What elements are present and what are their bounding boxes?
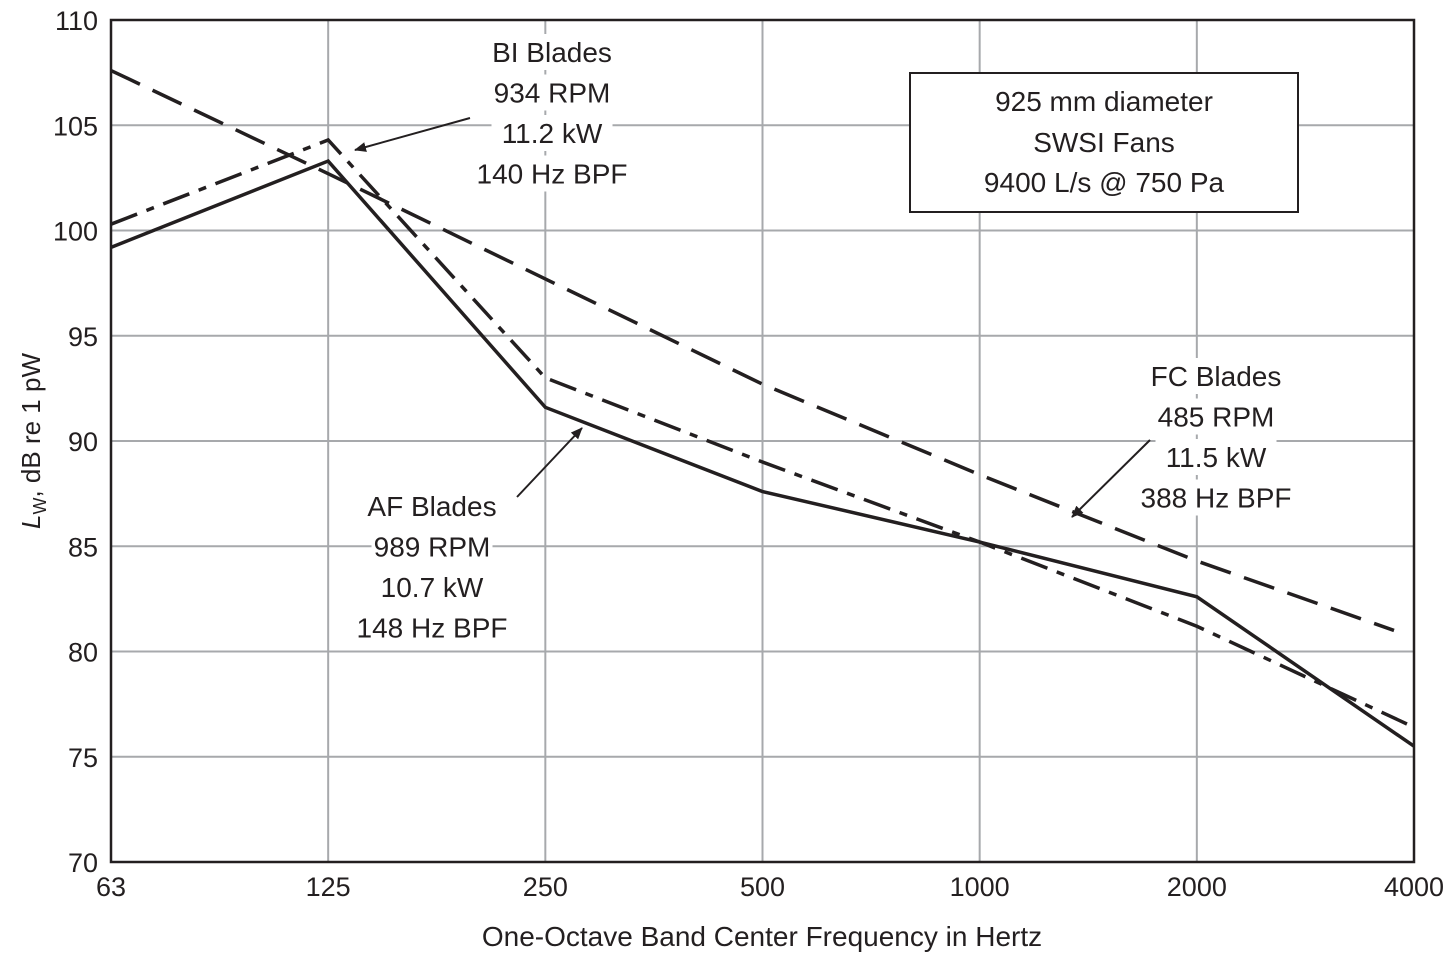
annotation-label-bg <box>349 609 515 646</box>
annotation-label: 11.5 kW <box>1166 442 1267 473</box>
y-tick-label: 85 <box>68 532 98 562</box>
annotation-arrow <box>516 427 583 498</box>
annotation-label: 148 Hz BPF <box>357 613 508 644</box>
annotation-label-bg <box>491 74 613 111</box>
y-axis-label: LW, dB re 1 pW <box>16 353 50 529</box>
info-box-line: 925 mm diameter <box>995 86 1213 117</box>
annotation-label-bg <box>469 155 635 192</box>
info-box: 925 mm diameter SWSI Fans 9400 L/s @ 750… <box>909 72 1299 213</box>
y-tick-label: 110 <box>55 6 98 36</box>
annotation-label: 10.7 kW <box>381 572 484 603</box>
y-tick-label: 105 <box>53 111 98 141</box>
x-tick-label: 2000 <box>1167 872 1227 902</box>
x-tick-label: 500 <box>740 872 785 902</box>
annotation-label: 989 RPM <box>374 532 491 563</box>
y-tick-label: 100 <box>53 217 98 247</box>
y-tick-label: 80 <box>68 638 98 668</box>
x-tick-label: 125 <box>306 872 351 902</box>
annotation-label-bg <box>491 115 613 151</box>
info-box-line: SWSI Fans <box>1033 127 1175 158</box>
annotation-label: 485 RPM <box>1158 402 1275 433</box>
annotation-label: 140 Hz BPF <box>477 159 628 190</box>
annotation-dashed: FC Blades 485 RPM 11.5 kW 388 Hz BPF <box>1071 358 1299 518</box>
y-tick-label: 75 <box>68 743 98 773</box>
x-tick-label: 63 <box>96 872 126 902</box>
annotation-arrow <box>354 117 471 152</box>
annotation-label-bg <box>371 528 493 565</box>
series-line-solid <box>110 158 1415 748</box>
y-tick-labels: 70 75 80 85 90 95 100 105 110 <box>53 6 98 878</box>
series-group <box>110 68 1415 748</box>
x-tick-labels: 63 125 250 500 1000 2000 4000 <box>96 872 1444 902</box>
annotation-dash-dot: BI Blades 934 RPM 11.2 kW 140 Hz BPF <box>354 34 635 192</box>
annotation-label-bg <box>1155 439 1277 475</box>
annotation-label: 11.2 kW <box>502 118 603 149</box>
annotation-label: AF Blades <box>367 491 496 522</box>
x-tick-label: 1000 <box>950 872 1010 902</box>
annotation-label-bg <box>1140 358 1292 394</box>
y-tick-label: 90 <box>68 427 98 457</box>
annotation-label: BI Blades <box>492 37 612 68</box>
info-box-line: 9400 L/s @ 750 Pa <box>984 167 1225 198</box>
y-tick-label: 95 <box>68 322 98 352</box>
annotation-arrow <box>1071 439 1151 518</box>
annotation-label: 934 RPM <box>494 78 611 109</box>
series-line-dashed <box>110 68 1395 633</box>
annotation-label-bg <box>356 488 508 524</box>
annotation-label-bg <box>1155 398 1277 435</box>
annotation-label-bg <box>1133 479 1299 516</box>
annotation-label-bg <box>371 569 493 605</box>
annotation-label: FC Blades <box>1151 361 1282 392</box>
plot-frame <box>109 18 1416 864</box>
series-line-dash-dot <box>110 137 1415 729</box>
x-axis-label: One-Octave Band Center Frequency in Hert… <box>482 921 1042 952</box>
annotation-solid: AF Blades 989 RPM 10.7 kW 148 Hz BPF <box>349 427 583 646</box>
x-tick-label: 4000 <box>1384 872 1444 902</box>
annotation-label-bg <box>476 34 628 70</box>
annotation-label: 388 Hz BPF <box>1141 483 1292 514</box>
annotations: BI Blades 934 RPM 11.2 kW 140 Hz BPF AF Blad… <box>349 34 1299 646</box>
x-tick-label: 250 <box>523 872 568 902</box>
y-tick-label: 70 <box>68 848 98 878</box>
